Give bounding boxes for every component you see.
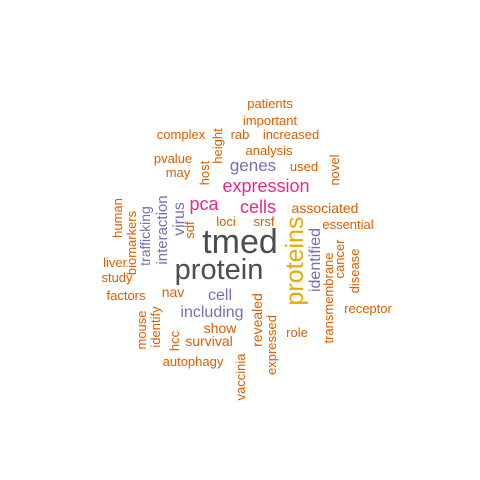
word-loci: loci [216,214,236,229]
word-interaction: interaction [154,195,171,264]
word-used: used [290,159,318,174]
word-rab: rab [231,127,250,142]
word-revealed: revealed [249,293,265,347]
word-show: show [204,320,238,336]
word-genes: genes [230,156,276,175]
word-vaccinia: vaccinia [233,353,248,401]
word-virus: virus [171,202,188,236]
word-including: including [180,304,243,321]
word-autophagy: autophagy [163,354,224,369]
word-identified: identified [307,228,324,292]
word-sdf: sdf [182,221,197,239]
word-patients: patients [247,96,293,111]
word-height: height [210,128,225,164]
word-may: may [166,165,191,180]
word-pca: pca [189,194,219,214]
word-role: role [286,325,308,340]
word-disease: disease [347,249,362,294]
word-essential: essential [322,217,373,232]
word-trafficking: trafficking [137,206,153,266]
word-important: important [243,113,298,128]
word-hcc: hcc [167,330,182,351]
word-survival: survival [185,333,232,349]
word-increased: increased [263,127,319,142]
word-expressed: expressed [264,315,279,375]
word-srsf: srsf [254,214,275,229]
word-cells: cells [240,197,276,217]
word-mouse: mouse [134,310,149,349]
word-nav: nav [162,284,185,300]
word-liver: liver [103,255,128,270]
word-cancer: cancer [332,239,347,279]
word-complex: complex [157,127,206,142]
word-associated: associated [292,200,359,216]
word-novel: novel [327,154,342,185]
word-proteins: proteins [281,217,309,306]
word-host: host [197,160,212,185]
word-biomarkers: biomarkers [124,210,139,275]
word-factors: factors [106,288,146,303]
word-protein: protein [175,254,264,286]
word-analysis: analysis [246,143,293,158]
word-expression: expression [222,176,309,196]
word-cell: cell [208,287,232,304]
word-identify: identify [148,306,163,348]
word-study: study [101,270,133,285]
word-pvalue: pvalue [154,151,192,166]
word-tmed: tmed [202,223,278,261]
word-receptor: receptor [344,301,392,316]
word-human: human [110,198,125,238]
word-transmembrane: transmembrane [321,252,336,343]
